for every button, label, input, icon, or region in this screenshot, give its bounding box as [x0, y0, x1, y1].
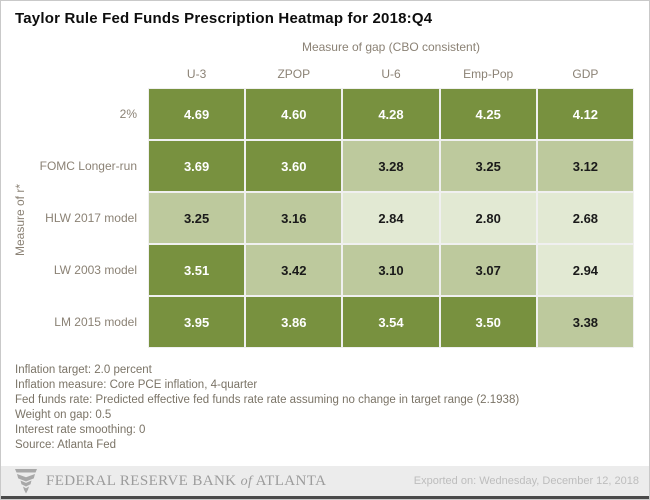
footnote-rate-smoothing: Interest rate smoothing: 0: [15, 424, 146, 436]
heatmap-cell[interactable]: 3.42: [245, 244, 343, 296]
row-label-fomc: FOMC Longer-run: [39, 159, 137, 173]
heatmap-cell[interactable]: 3.95: [147, 296, 246, 348]
footnote-inflation-target: Inflation target: 2.0 percent: [15, 364, 152, 376]
heatmap-grid: 4.69 4.60 4.28 4.25 4.12 3.69 3.60 3.28 …: [147, 88, 634, 348]
heatmap-cell[interactable]: 3.54: [342, 296, 440, 348]
footnote-fed-funds-rate: Fed funds rate: Predicted effective fed …: [15, 394, 520, 406]
row-label-2pct: 2%: [119, 107, 137, 121]
column-header-row: U-3 ZPOP U-6 Emp-Pop GDP: [149, 67, 633, 81]
x-axis-title: Measure of gap (CBO consistent): [301, 40, 481, 54]
footnotes-block: Inflation target: 2.0 percent Inflation …: [15, 363, 519, 453]
heatmap-cell[interactable]: 3.25: [147, 192, 246, 244]
heatmap-cell[interactable]: 2.80: [439, 192, 537, 244]
heatmap-cell[interactable]: 2.68: [536, 192, 634, 244]
heatmap-cell[interactable]: 4.12: [536, 88, 634, 140]
heatmap-cell[interactable]: 2.84: [342, 192, 440, 244]
heatmap-cell[interactable]: 4.69: [147, 88, 246, 140]
bank-wordmark: Federal Reserve Bank of Atlanta: [46, 473, 326, 490]
footnote-inflation-measure: Inflation measure: Core PCE inflation, 4…: [15, 379, 258, 391]
heatmap-cell[interactable]: 3.51: [147, 244, 246, 296]
heatmap-cell[interactable]: 4.28: [342, 88, 440, 140]
heatmap-cell[interactable]: 4.25: [439, 88, 537, 140]
heatmap-cell[interactable]: 3.07: [439, 244, 537, 296]
atlanta-fed-eagle-icon: [15, 468, 37, 493]
heatmap-cell[interactable]: 3.25: [439, 140, 537, 192]
export-timestamp: Exported on: Wednesday, December 12, 201…: [413, 475, 639, 487]
column-header-u6: U-6: [381, 67, 401, 81]
heatmap-cell[interactable]: 3.69: [147, 140, 246, 192]
column-header-u3: U-3: [186, 67, 207, 81]
chart-title: Taylor Rule Fed Funds Prescription Heatm…: [15, 10, 433, 27]
bank-wordmark-of: of: [240, 473, 253, 489]
heatmap-cell[interactable]: 3.12: [536, 140, 634, 192]
row-label-hlw2017: HLW 2017 model: [45, 211, 137, 225]
column-header-gdp: GDP: [572, 67, 599, 81]
heatmap-cell[interactable]: 3.10: [342, 244, 440, 296]
heatmap-cell[interactable]: 3.50: [439, 296, 537, 348]
heatmap-cell[interactable]: 3.16: [245, 192, 343, 244]
column-header-emppop: Emp-Pop: [463, 67, 514, 81]
heatmap-cell[interactable]: 3.60: [245, 140, 343, 192]
heatmap-cell[interactable]: 2.94: [536, 244, 634, 296]
column-header-zpop: ZPOP: [277, 67, 311, 81]
footer-bar: Federal Reserve Bank of Atlanta Exported…: [1, 466, 649, 499]
footnote-weight-on-gap: Weight on gap: 0.5: [15, 409, 112, 421]
row-label-lm2015: LM 2015 model: [54, 315, 137, 329]
heatmap-cell[interactable]: 3.38: [536, 296, 634, 348]
bank-wordmark-city: Atlanta: [255, 472, 327, 489]
row-label-lw2003: LW 2003 model: [53, 263, 137, 277]
row-label-column: 2% FOMC Longer-run HLW 2017 model LW 200…: [1, 89, 137, 347]
heatmap-cell[interactable]: 3.28: [342, 140, 440, 192]
heatmap-cell[interactable]: 4.60: [245, 88, 343, 140]
bank-wordmark-name: Federal Reserve Bank: [46, 472, 237, 489]
heatmap-cell[interactable]: 3.86: [245, 296, 343, 348]
footnote-source: Source: Atlanta Fed: [15, 439, 117, 451]
